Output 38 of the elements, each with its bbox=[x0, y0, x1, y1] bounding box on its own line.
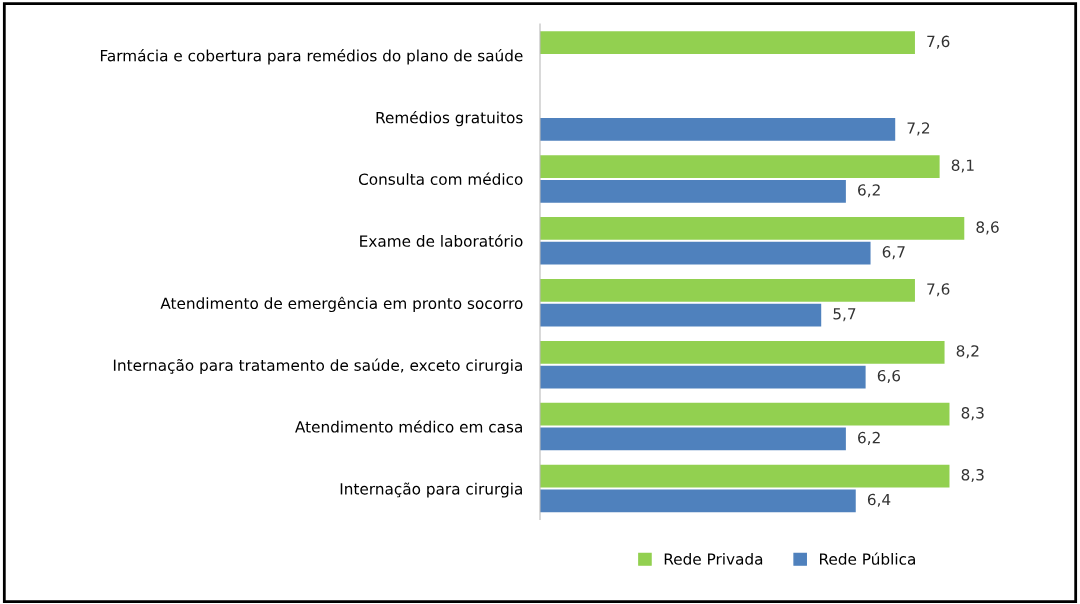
data-label: 6,2 bbox=[858, 431, 880, 445]
data-label: 7,6 bbox=[927, 35, 950, 49]
y-tick-label: Internação para tratamento de saúde, exceto cirurgia bbox=[113, 358, 522, 374]
bar bbox=[540, 365, 866, 389]
bar bbox=[540, 489, 856, 513]
data-label: 8,6 bbox=[976, 221, 999, 235]
data-label: 6,2 bbox=[858, 184, 880, 198]
data-label: 6,7 bbox=[882, 246, 905, 260]
data-label: 8,1 bbox=[951, 159, 974, 173]
y-tick-label: Farmácia e cobertura para remédios do plano de saúde bbox=[100, 49, 523, 65]
data-label: 6,6 bbox=[877, 369, 901, 384]
data-label: 8,3 bbox=[961, 468, 984, 483]
data-label: 8,3 bbox=[961, 407, 984, 421]
data-label: 6,4 bbox=[867, 493, 891, 507]
data-label: 7,2 bbox=[907, 122, 930, 136]
data-label: 5,7 bbox=[833, 308, 856, 322]
y-tick-label: Exame de laboratório bbox=[360, 234, 523, 247]
data-label: 7,6 bbox=[927, 283, 950, 297]
bar bbox=[540, 303, 822, 327]
data-label: 8,2 bbox=[956, 345, 979, 359]
bar bbox=[540, 464, 950, 488]
legend-label: Rede Privada bbox=[664, 553, 763, 565]
y-tick-label: Atendimento de emergência em pronto socorro bbox=[160, 296, 523, 313]
bar bbox=[540, 402, 950, 426]
y-tick-label: Consulta com médico bbox=[358, 172, 523, 185]
bar bbox=[540, 427, 846, 451]
y-tick-label: Remédios gratuitos bbox=[376, 110, 523, 127]
bar bbox=[540, 155, 940, 178]
bar bbox=[540, 31, 915, 55]
bar bbox=[540, 340, 945, 364]
y-tick-label: Atendimento médico em casa bbox=[295, 420, 522, 433]
bar bbox=[540, 241, 871, 265]
bar bbox=[540, 179, 846, 203]
bar bbox=[540, 278, 915, 302]
bar bbox=[540, 118, 896, 141]
bar bbox=[540, 217, 965, 240]
y-tick-label: Internação para cirurgia bbox=[340, 482, 522, 498]
legend-label: Rede Pública bbox=[820, 552, 915, 565]
